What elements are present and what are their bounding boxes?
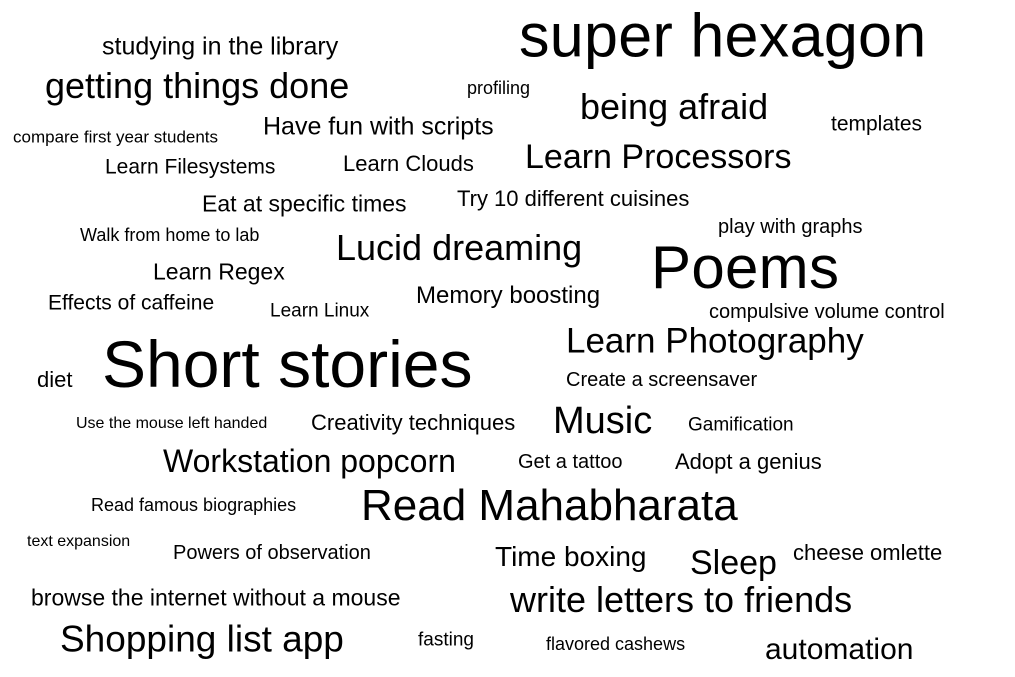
word-lucid-dreaming: Lucid dreaming	[336, 227, 583, 268]
word-browse-the-internet-without-a-mouse: browse the internet without a mouse	[31, 584, 401, 611]
word-memory-boosting: Memory boosting	[416, 282, 601, 309]
word-being-afraid: being afraid	[580, 86, 769, 127]
word-getting-things-done: getting things done	[45, 65, 350, 106]
word-eat-at-specific-times: Eat at specific times	[202, 190, 407, 217]
word-learn-processors: Learn Processors	[525, 138, 792, 176]
word-adopt-a-genius: Adopt a genius	[675, 449, 822, 474]
word-short-stories: Short stories	[102, 327, 473, 401]
word-use-the-mouse-left-handed: Use the mouse left handed	[76, 415, 268, 432]
word-gamification: Gamification	[688, 414, 794, 436]
word-studying-in-the-library: studying in the library	[102, 32, 339, 61]
word-read-famous-biographies: Read famous biographies	[91, 495, 297, 515]
word-learn-linux: Learn Linux	[270, 300, 370, 322]
word-flavored-cashews: flavored cashews	[546, 634, 686, 654]
word-templates: templates	[831, 112, 923, 136]
word-diet: diet	[37, 367, 73, 392]
word-creativity-techniques: Creativity techniques	[311, 410, 516, 435]
word-try-10-different-cuisines: Try 10 different cuisines	[457, 186, 690, 211]
word-text-expansion: text expansion	[27, 533, 131, 550]
word-read-mahabharata: Read Mahabharata	[361, 481, 738, 530]
word-music: Music	[553, 400, 653, 442]
word-get-a-tattoo: Get a tattoo	[518, 451, 623, 473]
word-time-boxing: Time boxing	[495, 541, 647, 572]
word-create-a-screensaver: Create a screensaver	[566, 369, 758, 391]
word-compare-first-year-students: compare first year students	[13, 127, 219, 147]
word-learn-filesystems: Learn Filesystems	[105, 155, 276, 179]
word-learn-photography: Learn Photography	[566, 321, 864, 361]
word-automation: automation	[765, 633, 914, 666]
word-learn-clouds: Learn Clouds	[343, 151, 474, 176]
word-profiling: profiling	[467, 78, 531, 98]
word-super-hexagon: super hexagon	[519, 1, 927, 70]
word-effects-of-caffeine: Effects of caffeine	[48, 291, 215, 315]
word-learn-regex: Learn Regex	[153, 258, 285, 285]
word-walk-from-home-to-lab: Walk from home to lab	[80, 225, 260, 245]
word-play-with-graphs: play with graphs	[718, 216, 863, 238]
word-cheese-omlette: cheese omlette	[793, 540, 943, 565]
word-powers-of-observation: Powers of observation	[173, 542, 371, 564]
word-sleep: Sleep	[690, 544, 777, 582]
word-fasting: fasting	[418, 629, 474, 651]
word-poems: Poems	[651, 234, 840, 301]
word-compulsive-volume-control: compulsive volume control	[709, 301, 945, 323]
word-have-fun-with-scripts: Have fun with scripts	[263, 112, 494, 141]
word-write-letters-to-friends: write letters to friends	[510, 579, 853, 620]
word-shopping-list-app: Shopping list app	[60, 618, 344, 660]
word-workstation-popcorn: Workstation popcorn	[163, 443, 456, 479]
